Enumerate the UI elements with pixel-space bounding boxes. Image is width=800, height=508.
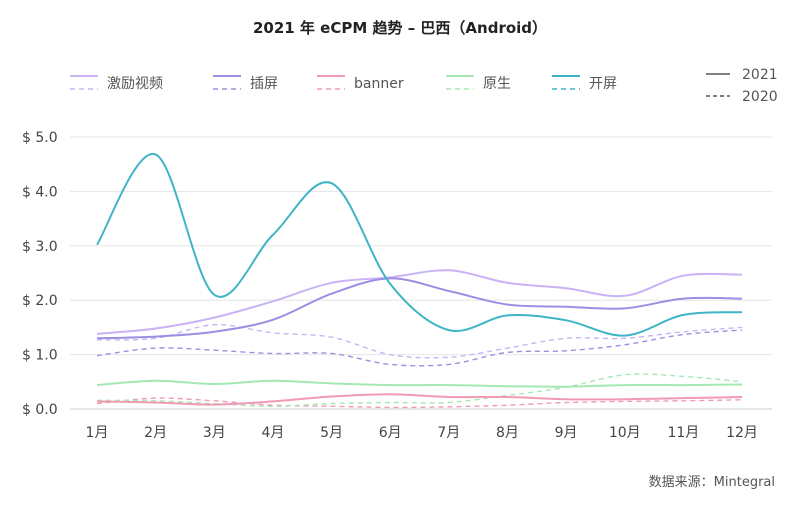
x-tick-label: 12月 bbox=[726, 425, 758, 441]
series-lines bbox=[96, 153, 743, 409]
grid bbox=[70, 136, 772, 410]
series-line-2021-2 bbox=[96, 393, 743, 406]
x-tick-label: 2月 bbox=[144, 425, 167, 441]
x-tick-label: 8月 bbox=[496, 425, 519, 441]
x-tick-label: 7月 bbox=[437, 425, 460, 441]
y-tick-label: $ 0.0 bbox=[22, 402, 58, 418]
series-line-2021-1 bbox=[96, 277, 743, 340]
x-tick-label: 10月 bbox=[609, 425, 641, 441]
x-tick-label: 1月 bbox=[86, 425, 109, 441]
legend-label: banner bbox=[354, 76, 404, 92]
x-tick-label: 3月 bbox=[203, 425, 226, 441]
legend-label: 插屏 bbox=[250, 76, 278, 92]
x-axis: 1月 2月 3月 4月 5月 6月 7月 8月 9月 10月 11月 12月 bbox=[86, 425, 758, 441]
series-line-2021-4 bbox=[96, 153, 743, 337]
legend-label: 原生 bbox=[483, 76, 511, 92]
year-legend-label: 2021 bbox=[742, 67, 778, 83]
year-legend: 2021 2020 bbox=[706, 67, 778, 105]
series-line-2020-0 bbox=[96, 323, 743, 359]
legend: 激励视频 插屏 banner 原生 开屏 bbox=[70, 75, 617, 92]
y-tick-label: $ 3.0 bbox=[22, 239, 58, 255]
y-axis: $ 0.0 $ 1.0 $ 2.0 $ 3.0 $ 4.0 $ 5.0 bbox=[22, 130, 58, 418]
x-tick-label: 6月 bbox=[379, 425, 402, 441]
y-tick-label: $ 2.0 bbox=[22, 293, 58, 309]
chart-title: 2021 年 eCPM 趋势 – 巴西（Android） bbox=[253, 19, 547, 37]
x-tick-label: 5月 bbox=[320, 425, 343, 441]
series-line-2021-0 bbox=[96, 269, 743, 335]
legend-label: 开屏 bbox=[589, 76, 617, 92]
x-tick-label: 9月 bbox=[555, 425, 578, 441]
y-tick-label: $ 4.0 bbox=[22, 184, 58, 200]
series-line-2021-3 bbox=[96, 379, 743, 388]
source-note: 数据来源：Mintegral bbox=[649, 475, 775, 490]
x-tick-label: 4月 bbox=[261, 425, 284, 441]
series-line-2020-2 bbox=[96, 397, 743, 409]
legend-label: 激励视频 bbox=[107, 75, 163, 92]
y-tick-label: $ 1.0 bbox=[22, 348, 58, 364]
series-line-2020-1 bbox=[96, 329, 743, 367]
series-line-2020-3 bbox=[96, 373, 743, 408]
x-tick-label: 11月 bbox=[667, 425, 699, 441]
year-legend-label: 2020 bbox=[742, 89, 778, 105]
y-tick-label: $ 5.0 bbox=[22, 130, 58, 146]
